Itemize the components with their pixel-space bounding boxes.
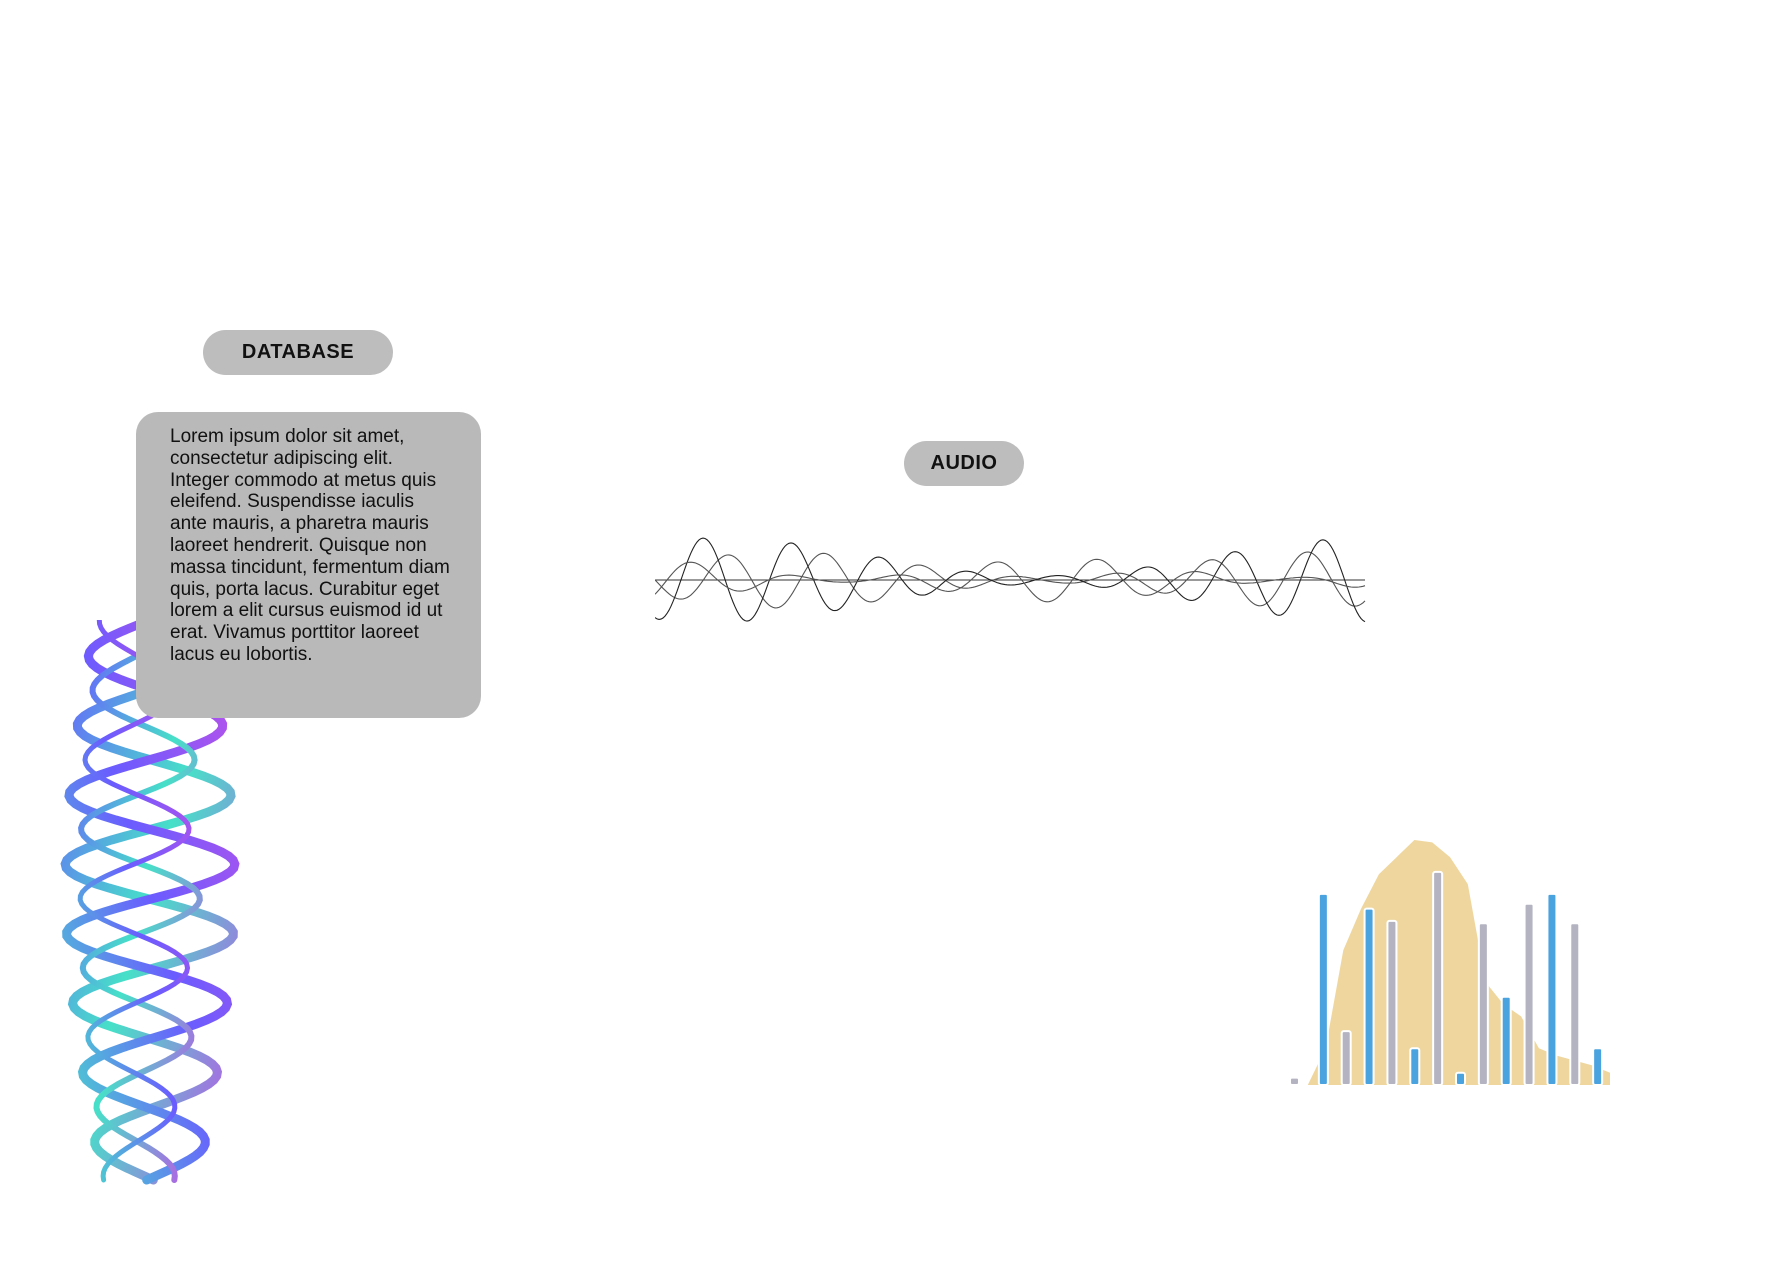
chart-bar: [1477, 922, 1489, 1086]
chart-bar: [1500, 995, 1512, 1086]
chart-bar: [1363, 907, 1375, 1086]
chart-bar: [1386, 919, 1398, 1086]
area-series: [1290, 840, 1610, 1085]
chart-bar: [1289, 1076, 1300, 1086]
chart-bar: [1409, 1047, 1421, 1086]
chart-bar: [1432, 870, 1444, 1086]
helix-strand: [78, 620, 203, 1183]
chart-bar: [1592, 1047, 1604, 1086]
description-card: Lorem ipsum dolor sit amet, consectetur …: [136, 412, 481, 718]
chart-bar: [1317, 892, 1329, 1087]
chart-bar: [1523, 902, 1535, 1086]
database-label: DATABASE: [203, 330, 393, 375]
audio-waveform: [655, 537, 1366, 623]
chart-bar: [1569, 922, 1581, 1086]
description-text: Lorem ipsum dolor sit amet, consectetur …: [170, 426, 450, 665]
waveform-trace: [655, 551, 1366, 609]
audio-label: AUDIO: [904, 441, 1024, 486]
chart-bar: [1546, 892, 1558, 1087]
waveform-trace: [655, 558, 1366, 603]
chart-bar: [1455, 1071, 1466, 1086]
waveform-trace: [655, 537, 1366, 623]
chart-bar: [1340, 1030, 1352, 1087]
bar-area-chart: [1289, 840, 1610, 1087]
